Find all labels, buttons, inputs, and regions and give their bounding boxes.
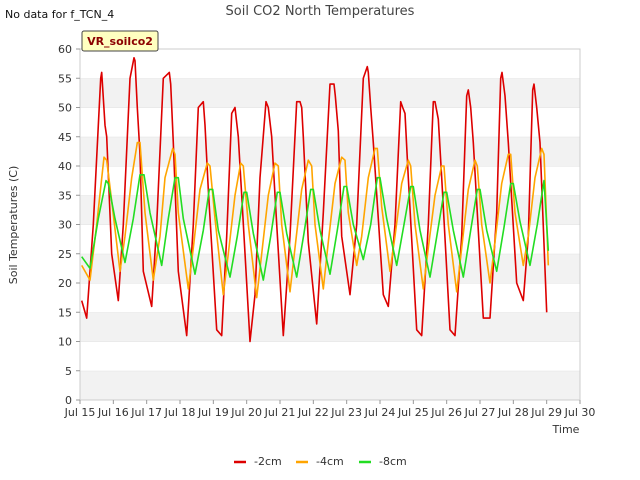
legend-label: -2cm (254, 455, 282, 468)
x-tick-label: Jul 22 (297, 406, 329, 419)
y-tick-label: 15 (58, 306, 72, 319)
y-tick-label: 40 (58, 160, 72, 173)
x-tick-label: Jul 20 (230, 406, 262, 419)
series-layer (80, 57, 550, 343)
grid-bands (80, 48, 580, 400)
grid-band (80, 370, 580, 400)
grid-band (80, 341, 580, 371)
y-tick-label: 30 (58, 219, 72, 232)
y-tick-label: 45 (58, 131, 72, 144)
legend-label: -4cm (316, 455, 344, 468)
y-axis: 0 5 10 15 20 25 30 35 40 45 50 55 60 (58, 43, 80, 407)
x-axis-label: Time (552, 423, 580, 436)
x-tick-label: Jul 19 (197, 406, 229, 419)
legend-label: -8cm (379, 455, 407, 468)
x-tick-label: Jul 30 (564, 406, 596, 419)
y-tick-label: 5 (65, 365, 72, 378)
grid-band (80, 49, 580, 79)
series-line-4cm (81, 141, 550, 299)
series-line-8cm (81, 174, 550, 281)
badge-box (81, 30, 159, 52)
x-tick-label: Jul 15 (64, 406, 96, 419)
chart-title: Soil CO2 North Temperatures (226, 4, 415, 19)
grid-band (80, 312, 580, 342)
legend: -2cm -4cm -8cm (234, 455, 407, 468)
y-tick-label: 35 (58, 189, 72, 202)
no-data-note: No data for f_TCN_4 (5, 8, 114, 21)
x-tick-label: Jul 16 (97, 406, 129, 419)
x-tick-label: Jul 25 (397, 406, 429, 419)
x-tick-label: Jul 18 (164, 406, 196, 419)
y-tick-label: 10 (58, 336, 72, 349)
y-tick-label: 60 (58, 43, 72, 56)
x-tick-label: Jul 17 (130, 406, 162, 419)
grid-band (80, 136, 580, 166)
y-axis-label: Soil Temperatures (C) (7, 166, 20, 285)
badge-label: VR_soilco2 (87, 35, 153, 48)
x-tick-label: Jul 26 (430, 406, 462, 419)
y-tick-label: 50 (58, 102, 72, 115)
badge: VR_soilco2 (81, 30, 159, 52)
y-tick-label: 0 (65, 394, 72, 407)
y-tick-label: 25 (58, 248, 72, 261)
series-line-2cm (80, 57, 548, 343)
x-tick-label: Jul 24 (364, 406, 396, 419)
grid-band (80, 283, 580, 313)
y-tick-label: 20 (58, 277, 72, 290)
x-axis: Jul 15 Jul 16 Jul 17 Jul 18 Jul 19 Jul 20 Jul … (64, 400, 596, 419)
x-tick-label: Jul 28 (497, 406, 529, 419)
x-tick-label: Jul 23 (330, 406, 362, 419)
x-tick-label: Jul 29 (530, 406, 562, 419)
grid-band (80, 107, 580, 137)
x-tick-label: Jul 27 (464, 406, 496, 419)
y-tick-label: 55 (58, 72, 72, 85)
x-tick-label: Jul 21 (264, 406, 296, 419)
